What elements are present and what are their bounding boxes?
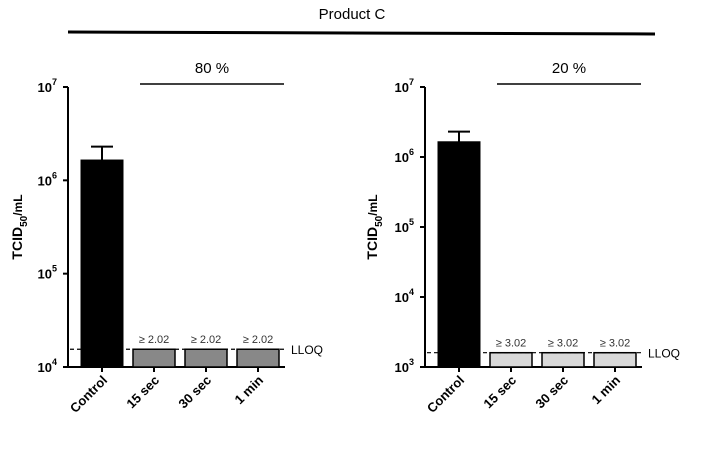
y-tick-label: 104 [395,287,414,305]
y-tick-label: 107 [38,77,57,95]
y-axis-label: TCID50/mL [9,194,30,259]
bar-1-min [236,348,280,368]
x-tick-label: Control [424,373,467,416]
group-label: 80 % [195,60,229,77]
chart-panel-80-percent: 104 105 106 107 TCID50/mL 80 % Control ≥ 2.02 15… [9,60,323,416]
bar-15-sec [489,351,533,368]
bar-30-sec [184,348,228,368]
bar-control [437,141,481,368]
group-label: 20 % [552,60,586,77]
y-tick-label: 104 [38,357,57,375]
y-tick-label: 105 [38,264,57,282]
chart-panel-20-percent: 103 104 105 106 107 TCID50/mL 20 % Control ≥ 3.0… [364,60,680,416]
x-tick-label: 1 min [231,372,266,407]
x-tick-label: Control [67,373,110,416]
bar-annotation: ≥ 3.02 [600,338,631,350]
bar-annotation: ≥ 2.02 [191,334,222,346]
y-tick-label: 105 [395,217,414,235]
y-tick-label: 106 [395,147,414,165]
x-tick-label: 1 min [588,372,623,407]
bar-annotation: ≥ 2.02 [243,334,274,346]
x-tick-label: 15 sec [480,373,519,412]
bar-15-sec [132,348,176,368]
figure-title-rule [67,30,656,36]
bar-annotation: ≥ 3.02 [496,338,527,350]
x-tick-label: 15 sec [123,373,162,412]
x-tick-label: 30 sec [532,373,571,412]
lloq-label: LLOQ [291,343,323,357]
y-tick-label: 106 [38,170,57,188]
y-tick-label: 107 [395,77,414,95]
lloq-label: LLOQ [648,347,680,361]
y-axis-label: TCID50/mL [364,194,385,259]
bar-annotation: ≥ 2.02 [139,334,170,346]
bar-30-sec [541,351,585,368]
figure-title: Product C [319,6,386,23]
x-tick-label: 30 sec [175,373,214,412]
bar-annotation: ≥ 3.02 [548,338,579,350]
bar-1-min [593,351,637,368]
bar-control [80,159,124,368]
y-tick-label: 103 [395,357,414,375]
